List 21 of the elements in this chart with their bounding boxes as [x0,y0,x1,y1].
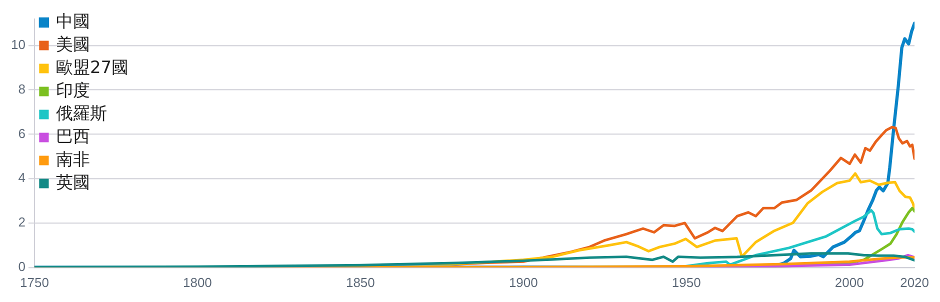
legend-label: 英國 [56,172,90,193]
x-tick-label: 1900 [508,274,538,290]
legend-label: 美國 [56,34,90,55]
legend-label: 巴西 [56,126,90,147]
y-tick-label: 8 [18,81,26,96]
y-tick-label: 6 [18,126,26,141]
x-tick-label: 1750 [20,274,49,290]
y-tick-label: 10 [10,37,26,52]
legend-label: 俄羅斯 [56,104,107,124]
x-tick-label: 1950 [672,274,701,290]
y-tick-label: 4 [18,170,26,186]
legend-label: 歐盟27國 [56,58,129,78]
legend-label: 中國 [56,12,90,32]
x-tick-label: 2000 [834,274,864,290]
legend-label: 印度 [56,80,90,101]
legend-label: 南非 [56,150,90,170]
x-tick-label: 1850 [346,274,375,290]
x-tick-label: 2020 [900,274,929,290]
y-tick-label: 0 [18,258,26,274]
y-tick-label: 2 [18,214,26,230]
x-tick-label: 1800 [182,274,212,290]
